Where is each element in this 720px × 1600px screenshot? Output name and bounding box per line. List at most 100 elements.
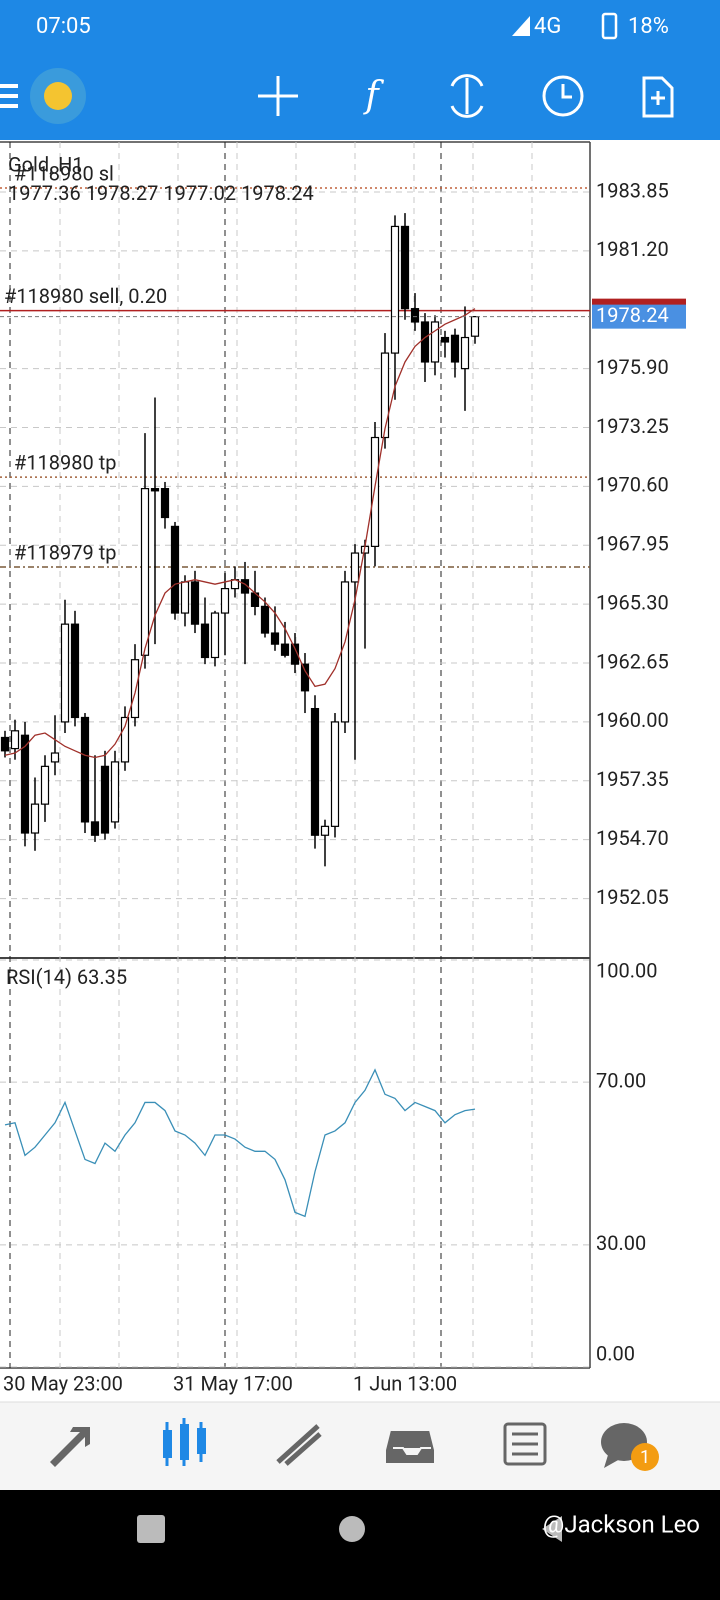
status-battery: 18% xyxy=(628,14,669,39)
order-label: #118979 tp xyxy=(14,540,117,564)
menu-button[interactable] xyxy=(0,84,18,108)
ohlc-open: 1977.36 xyxy=(8,181,81,205)
candle-body xyxy=(370,436,380,547)
y-tick-label: 1960.00 xyxy=(596,708,669,732)
rsi-title: RSI(14) 63.35 xyxy=(6,965,127,989)
candle-body xyxy=(50,752,60,763)
y-tick-label: 30.00 xyxy=(596,1231,646,1255)
candle-body xyxy=(120,716,130,763)
objects-button[interactable] xyxy=(642,76,674,118)
candle-body xyxy=(340,581,350,723)
candle-body xyxy=(0,736,10,752)
y-tick-label: 70.00 xyxy=(596,1068,646,1092)
home-button[interactable] xyxy=(339,1516,365,1542)
badge xyxy=(631,1443,659,1471)
candle-body xyxy=(220,588,230,614)
ohlc-close: 1978.24 xyxy=(241,181,314,205)
rsi-name: RSI(14) xyxy=(6,965,72,989)
candle-body xyxy=(320,825,330,836)
price-tag xyxy=(592,304,686,329)
candle-body xyxy=(10,730,20,750)
y-tick-label: 1952.05 xyxy=(596,885,669,909)
candle-body xyxy=(470,316,480,337)
y-tick-label: 1962.65 xyxy=(596,649,669,673)
y-tick-label: 100.00 xyxy=(596,958,657,982)
y-tick-label: 1967.95 xyxy=(596,532,669,556)
recents-button[interactable] xyxy=(137,1515,165,1543)
chart-title: Gold, H1 xyxy=(8,152,84,176)
candle-body xyxy=(140,488,150,656)
status-time: 07:05 xyxy=(36,14,91,39)
candle-body xyxy=(90,821,100,836)
candle-body xyxy=(290,643,300,665)
nav-chart[interactable] xyxy=(163,1418,206,1466)
y-tick-label: 1965.30 xyxy=(596,590,669,614)
battery-icon xyxy=(601,12,618,40)
y-tick-label: 1954.70 xyxy=(596,826,669,850)
candle-body xyxy=(160,488,170,519)
nav-history[interactable] xyxy=(384,1429,436,1465)
candle-body xyxy=(330,721,340,827)
candle-body xyxy=(380,352,390,439)
order-label: #118980 sl xyxy=(14,161,114,185)
y-tick-label: 0.00 xyxy=(596,1341,635,1365)
candle-body xyxy=(30,803,40,834)
candle-body xyxy=(350,552,360,583)
bottom-nav xyxy=(0,1402,720,1490)
candle-body xyxy=(420,321,430,363)
candle-body xyxy=(70,623,80,719)
candle-body xyxy=(260,605,270,634)
rsi-line xyxy=(4,1068,476,1218)
ohlc-low: 1977.02 xyxy=(163,181,236,205)
y-tick-label: 1957.35 xyxy=(596,767,669,791)
candle-body xyxy=(210,612,220,659)
ohlc-high: 1978.27 xyxy=(86,181,159,205)
timeframe-button[interactable] xyxy=(542,75,584,117)
candle-body xyxy=(180,581,190,614)
candle-body xyxy=(440,336,450,343)
crosshair-button[interactable] xyxy=(258,76,298,116)
y-tick-label: 1973.25 xyxy=(596,414,669,438)
moving-average xyxy=(4,308,476,759)
trade-button[interactable] xyxy=(450,74,484,118)
candle-body xyxy=(280,643,290,656)
signal-icon xyxy=(512,16,530,36)
price-tag-label: 1978.24 xyxy=(596,303,669,327)
candle-body xyxy=(190,581,200,625)
candle-body xyxy=(390,225,400,354)
candle-body xyxy=(60,623,70,723)
candle-body xyxy=(130,659,140,719)
order-label: #118980 tp xyxy=(14,450,117,474)
candle-body xyxy=(100,765,110,834)
candle-body xyxy=(300,663,310,692)
x-tick-label: 31 May 17:00 xyxy=(173,1371,293,1395)
plot: 1983.85 1981.20 1975.90 1973.25 1970.60 1967.… xyxy=(0,142,686,1395)
app-logo-core xyxy=(44,82,72,110)
candle-body xyxy=(400,225,410,310)
x-tick-label: 30 May 23:00 xyxy=(3,1371,123,1395)
y-tick-label: 1975.90 xyxy=(596,355,669,379)
system-bar xyxy=(0,1490,720,1600)
candle-body xyxy=(200,623,210,659)
candle-body xyxy=(40,765,50,805)
candle-body xyxy=(460,336,470,370)
x-tick-label: 1 Jun 13:00 xyxy=(353,1371,457,1395)
candle-body xyxy=(270,632,280,645)
header-bg xyxy=(0,0,720,140)
nav-trade[interactable] xyxy=(276,1424,322,1466)
candle-body xyxy=(110,761,120,823)
candle-body xyxy=(310,707,320,836)
candle-body xyxy=(410,308,420,323)
y-tick-label: 1970.60 xyxy=(596,473,669,497)
back-button[interactable] xyxy=(542,1516,562,1542)
candle-body xyxy=(240,579,250,594)
candle-body xyxy=(170,525,180,614)
nav-news[interactable] xyxy=(503,1422,547,1466)
ohlc-info: 1977.36 1978.27 1977.02 1978.24 xyxy=(8,181,314,205)
order-label: #118980 sell, 0.20 xyxy=(4,284,167,308)
y-tick-label: 1983.85 xyxy=(596,178,669,202)
badge-count: 1 xyxy=(640,1447,650,1468)
y-tick-label: 1981.20 xyxy=(596,237,669,261)
nav-quotes[interactable] xyxy=(50,1427,90,1467)
